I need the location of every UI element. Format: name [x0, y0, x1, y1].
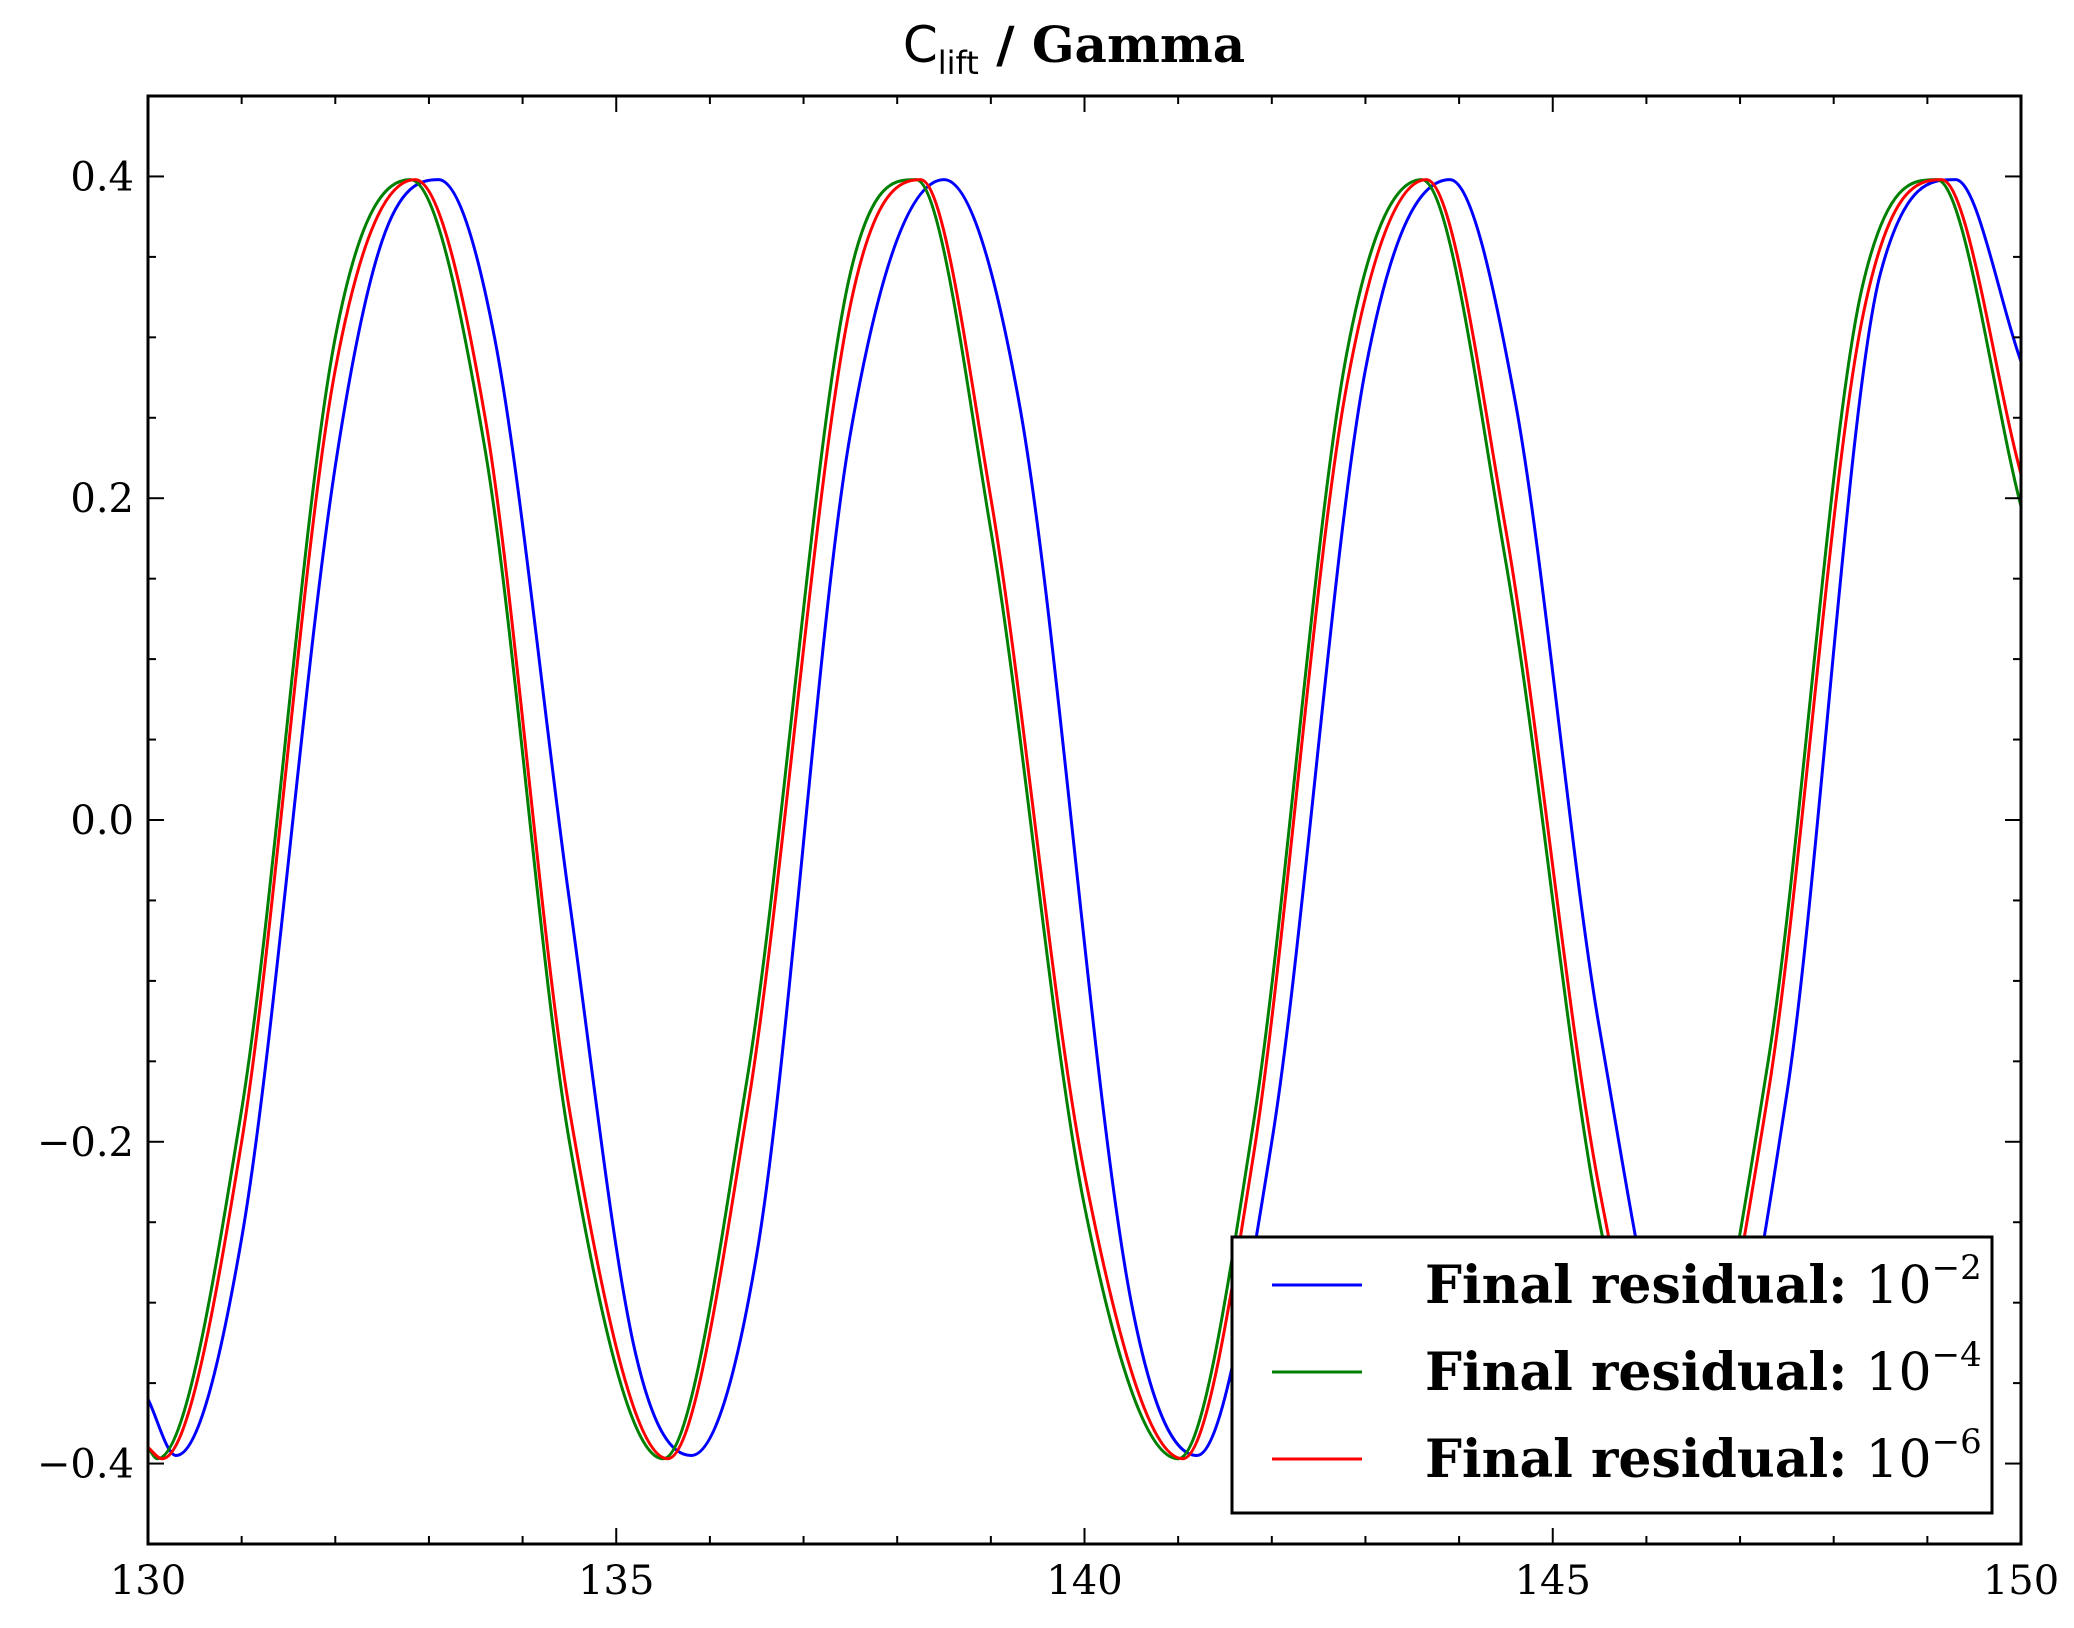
title-subscript: lift — [938, 44, 979, 82]
title-symbol: C — [903, 16, 938, 74]
y-tick-label: −0.2 — [37, 1120, 134, 1166]
y-tick-label: 0.2 — [70, 476, 134, 522]
y-tick-label: 0.4 — [70, 154, 134, 200]
x-tick-label: 130 — [110, 1558, 186, 1604]
legend-label-residual-6: Final residual: 10−6 — [1425, 1422, 1982, 1490]
legend-label-residual-4: Final residual: 10−4 — [1425, 1335, 1982, 1403]
chart-title: Clift / Gamma — [903, 15, 1245, 82]
x-tick-label: 150 — [1983, 1558, 2059, 1604]
title-rest: / Gamma — [979, 15, 1245, 74]
x-tick-label: 140 — [1046, 1558, 1122, 1604]
legend-box — [1230, 1235, 1994, 1515]
legend: Final residual: 10−2 Final residual: 10−… — [1230, 1235, 1994, 1515]
legend-label-residual-2: Final residual: 10−2 — [1425, 1248, 1982, 1316]
plot-frame — [146, 94, 2023, 1546]
x-tick-label: 145 — [1515, 1558, 1591, 1604]
y-tick-label: −0.4 — [37, 1442, 134, 1488]
ticks-layer: 130 135 140 145 150 −0.4 −0.2 0.0 0.2 0.4 — [37, 96, 2059, 1604]
x-tick-label: 135 — [578, 1558, 654, 1604]
y-tick-label: 0.0 — [70, 798, 134, 844]
